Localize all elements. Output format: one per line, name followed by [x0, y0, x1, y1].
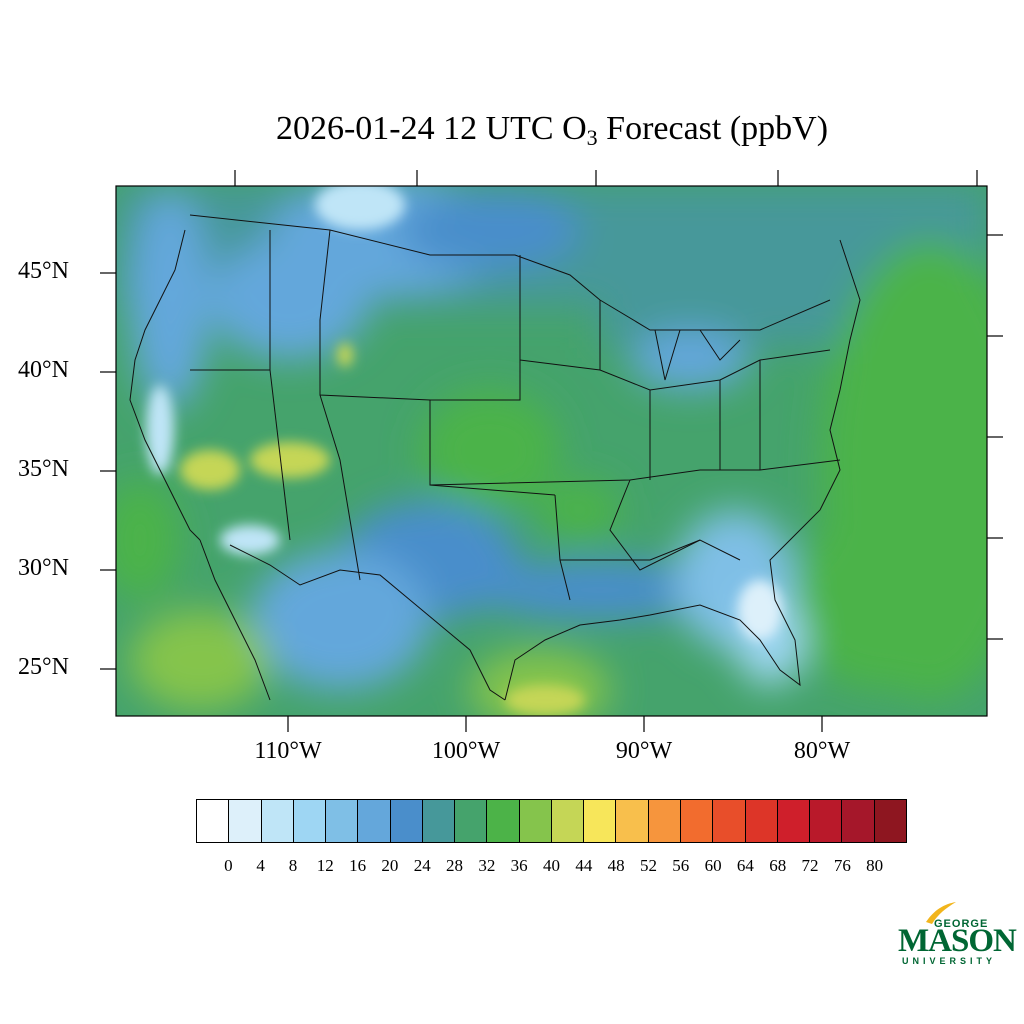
colorbar-box-20: [842, 800, 875, 842]
colorbar-box-15: [680, 800, 714, 842]
colorbar-label-68: 68: [769, 856, 787, 875]
colorbar-box-9: [487, 800, 520, 842]
colorbar-label-72: 72: [801, 856, 819, 875]
colorbar-label-32: 32: [478, 856, 496, 875]
map-title: 2026-01-24 12 UTC O3 Forecast (ppbV): [275, 110, 829, 150]
colorbar-box-11: [551, 800, 585, 842]
colorbar-box-8: [455, 800, 488, 842]
lon-label-110w: 110°W: [254, 738, 322, 764]
colorbar-label-28: 28: [446, 856, 464, 875]
colorbar-label-56: 56: [672, 856, 690, 875]
gmu-logo: GEORGE MASON UNIVERSITY: [894, 898, 1017, 970]
colorbar-box-7: [422, 800, 456, 842]
colorbar-box-16: [713, 800, 746, 842]
swoosh-icon: [926, 902, 956, 924]
colorbar-box-13: [616, 800, 649, 842]
colorbar-box-6: [390, 800, 423, 842]
lat-label-35n: 35°N: [18, 456, 69, 482]
colorbar-box-3: [293, 800, 327, 842]
colorbar-label-8: 8: [288, 856, 298, 875]
colorbar-box-12: [584, 800, 617, 842]
colorbar-box-14: [648, 800, 681, 842]
colorbar-label-12: 12: [316, 856, 334, 875]
colorbar-box-17: [745, 800, 778, 842]
colorbar-label-0: 0: [224, 856, 233, 875]
colorbar-label-52: 52: [639, 856, 657, 875]
colorbar-box-10: [519, 800, 552, 842]
lon-label-90w: 90°W: [615, 738, 673, 764]
colorbar-label-36: 36: [510, 856, 528, 875]
colorbar-box-1: [229, 800, 262, 842]
colorbar-label-24: 24: [413, 856, 431, 875]
colorbar-box-19: [810, 800, 843, 842]
colorbar-label-40: 40: [543, 856, 560, 875]
colorbar-box-4: [326, 800, 359, 842]
colorbar-box-5: [358, 800, 391, 842]
colorbar-box-18: [777, 800, 811, 842]
colorbar-label-4: 4: [256, 856, 265, 875]
lon-label-80w: 80°W: [793, 738, 851, 764]
colorbar-box-2: [261, 800, 294, 842]
colorbar-label-48: 48: [607, 856, 625, 875]
colorbar-label-60: 60: [704, 856, 722, 875]
colorbar-label-80: 80: [866, 856, 884, 875]
lon-label-100w: 100°W: [431, 738, 501, 764]
colorbar-label-76: 76: [833, 856, 851, 875]
logo-george-text: GEORGE: [934, 918, 989, 930]
colorbar-label-16: 16: [349, 856, 367, 875]
colorbar-label-44: 44: [575, 856, 593, 875]
lat-label-25n: 25°N: [18, 654, 69, 680]
lat-label-45n: 45°N: [18, 258, 69, 284]
lat-label-30n: 30°N: [18, 555, 69, 581]
colorbar: [196, 799, 907, 843]
colorbar-label-20: 20: [381, 856, 399, 875]
lat-label-40n: 40°N: [18, 357, 69, 383]
colorbar-box-21: [874, 800, 906, 842]
logo-university-text: UNIVERSITY: [902, 956, 997, 966]
logo-mason-text: MASON: [898, 923, 1017, 959]
colorbar-box-0: [197, 800, 230, 842]
colorbar-label-64: 64: [736, 856, 754, 875]
